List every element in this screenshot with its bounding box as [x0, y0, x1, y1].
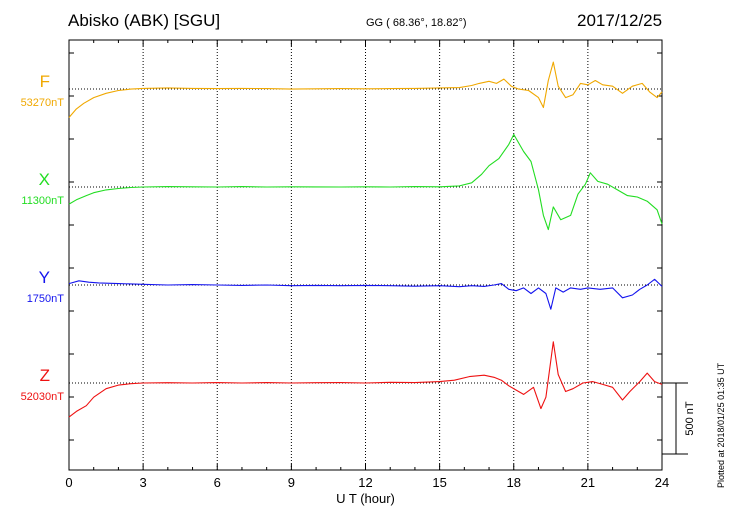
plot-frame — [68, 39, 663, 471]
baseline-value-f: 53270nT — [21, 97, 65, 109]
station-title: Abisko (ABK) [SGU] — [68, 11, 221, 30]
component-label-f: F — [40, 72, 50, 91]
x-tick-label: 18 — [507, 475, 521, 490]
series-line-z — [68, 341, 663, 418]
x-tick-label: 9 — [288, 475, 295, 490]
x-tick-label: 24 — [655, 475, 669, 490]
baseline-value-y: 1750nT — [27, 293, 65, 305]
component-label-x: X — [39, 170, 50, 189]
date-label: 2017/12/25 — [577, 11, 663, 30]
x-tick-label: 12 — [358, 475, 372, 490]
component-label-z: Z — [40, 366, 50, 385]
plotted-timestamp: Plotted at 2018/01/25 01:35 UT — [716, 362, 726, 488]
x-tick-label: 21 — [581, 475, 595, 490]
x-tick-label: 6 — [214, 475, 221, 490]
component-label-y: Y — [39, 268, 50, 287]
baseline-value-x: 11300nT — [21, 195, 64, 207]
scale-bar-label: 500 nT — [684, 401, 696, 436]
x-axis-label: U T (hour) — [336, 491, 395, 506]
x-tick-label: 15 — [432, 475, 446, 490]
geographic-coordinates: GG ( 68.36°, 18.82°) — [366, 17, 467, 29]
series-line-y — [68, 278, 663, 310]
series-line-f — [68, 61, 663, 118]
series-line-x — [68, 133, 663, 231]
baseline-value-z: 52030nT — [21, 391, 65, 403]
x-tick-label: 3 — [140, 475, 147, 490]
x-tick-label: 0 — [65, 475, 72, 490]
